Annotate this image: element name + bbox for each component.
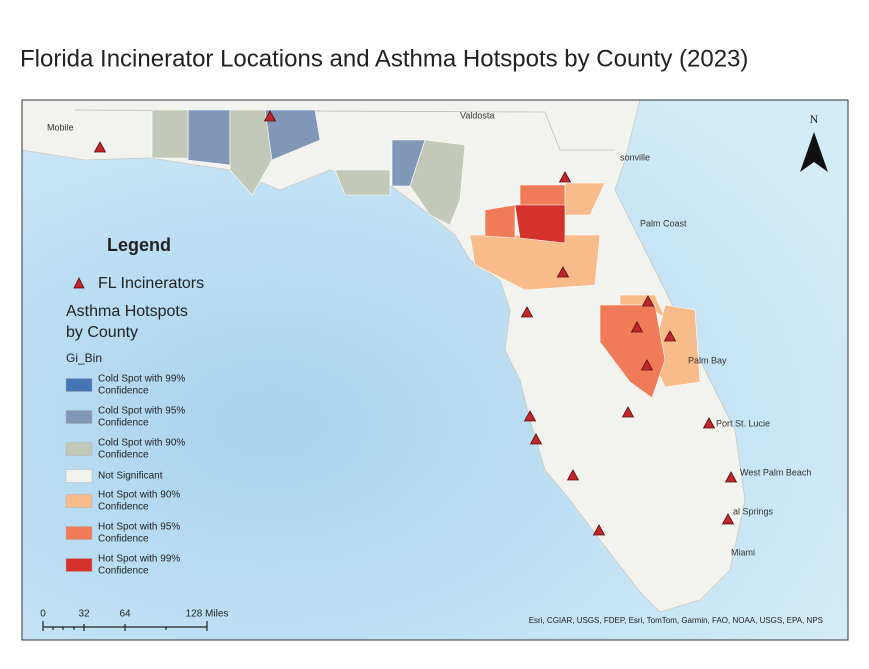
incinerator bbox=[621, 406, 635, 418]
scale-label: 0 bbox=[40, 609, 46, 620]
place-label: al Springs bbox=[733, 506, 774, 516]
legend-swatch bbox=[65, 410, 93, 424]
legend: Legend FL Incinerators Asthma Hotspots b… bbox=[65, 235, 204, 577]
place-label: Palm Bay bbox=[688, 355, 727, 365]
incinerator bbox=[640, 359, 654, 371]
place-label: Port St. Lucie bbox=[716, 418, 770, 428]
incinerator bbox=[520, 306, 534, 318]
incinerator bbox=[721, 513, 735, 525]
incinerator bbox=[529, 433, 543, 445]
title: Florida Incinerator Locations and Asthma… bbox=[20, 45, 748, 72]
legend-class-label: Confidence bbox=[98, 386, 149, 397]
legend-field: Gi_Bin bbox=[66, 351, 102, 365]
incinerator bbox=[566, 469, 580, 481]
counties bbox=[151, 109, 701, 399]
attribution: Esri, CGIAR, USGS, FDEP, Esri, TomTom, G… bbox=[529, 616, 823, 625]
legend-swatch bbox=[65, 526, 93, 540]
place-label: sonville bbox=[620, 152, 650, 162]
legend-incinerator-symbol bbox=[73, 277, 85, 289]
legend-incinerators: FL Incinerators bbox=[98, 275, 204, 292]
legend-class-label: Hot Spot with 95% bbox=[98, 522, 180, 533]
legend-class-label: Confidence bbox=[98, 450, 149, 461]
incinerator bbox=[641, 295, 655, 307]
legend-class-label: Cold Spot with 90% bbox=[98, 438, 185, 449]
legend-class-label: Cold Spot with 95% bbox=[98, 406, 185, 417]
county bbox=[334, 169, 391, 196]
county bbox=[229, 109, 273, 196]
legend-swatch bbox=[65, 469, 93, 483]
incinerators bbox=[93, 110, 738, 536]
incinerator bbox=[663, 330, 677, 342]
scale-label: 32 bbox=[78, 609, 90, 620]
county bbox=[514, 204, 566, 244]
legend-class-label: Confidence bbox=[98, 566, 149, 577]
county bbox=[599, 304, 666, 399]
incinerator bbox=[556, 266, 570, 278]
scale-bar: 0 32 64 128 Miles bbox=[40, 609, 228, 631]
scale-label: 64 bbox=[119, 609, 131, 620]
north-arrow bbox=[800, 132, 828, 172]
legend-class-label: Confidence bbox=[98, 534, 149, 545]
legend-swatch bbox=[65, 558, 93, 572]
legend-swatch bbox=[65, 442, 93, 456]
incinerator bbox=[558, 171, 572, 183]
legend-class-label: Hot Spot with 99% bbox=[98, 554, 180, 565]
incinerator bbox=[724, 471, 738, 483]
incinerator bbox=[592, 524, 606, 536]
incinerator bbox=[93, 141, 107, 153]
county bbox=[151, 109, 189, 159]
incinerator bbox=[263, 110, 277, 122]
place-label: West Palm Beach bbox=[740, 467, 811, 477]
place-label: Miami bbox=[731, 547, 755, 557]
places: Mobile Valdosta sonville Palm Coast Palm Bay… bbox=[47, 110, 811, 557]
county bbox=[484, 204, 516, 239]
legend-class-label: Cold Spot with 99% bbox=[98, 374, 185, 385]
legend-title: Legend bbox=[107, 235, 171, 255]
place-label: Palm Coast bbox=[640, 218, 687, 228]
incinerator bbox=[523, 410, 537, 422]
legend-class-label: Confidence bbox=[98, 418, 149, 429]
legend-class-label: Not Significant bbox=[98, 471, 163, 482]
incinerator bbox=[702, 417, 716, 429]
legend-swatch bbox=[65, 378, 93, 392]
county bbox=[187, 109, 231, 166]
county bbox=[409, 139, 466, 226]
legend-class-label: Confidence bbox=[98, 502, 149, 513]
place-label: Valdosta bbox=[460, 110, 494, 120]
legend-layer-title: by County bbox=[66, 324, 138, 341]
place-label: Mobile bbox=[47, 122, 74, 132]
scale-label: 128 Miles bbox=[186, 609, 229, 620]
north-label: N bbox=[810, 112, 819, 126]
legend-layer-title: Asthma Hotspots bbox=[66, 303, 188, 320]
map: Mobile Valdosta sonville Palm Coast Palm Bay… bbox=[22, 100, 848, 640]
scale-line bbox=[42, 621, 208, 631]
legend-class-label: Hot Spot with 90% bbox=[98, 490, 180, 501]
legend-swatch bbox=[65, 494, 93, 508]
map-frame bbox=[21, 99, 849, 641]
incinerator bbox=[630, 321, 644, 333]
